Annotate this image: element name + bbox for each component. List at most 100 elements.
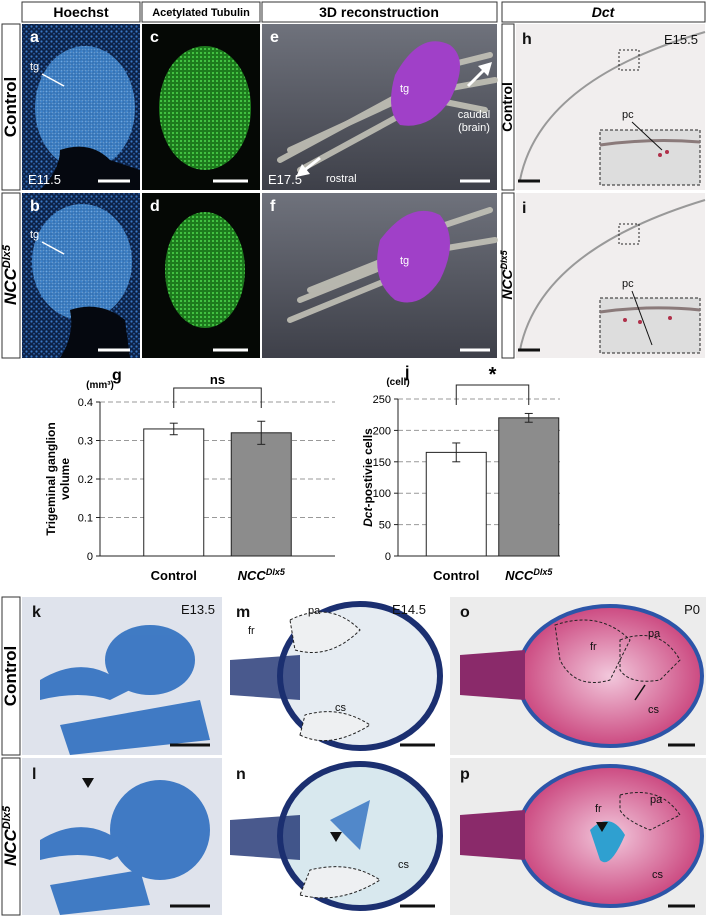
panel-h: h E15.5 pc bbox=[516, 24, 706, 190]
row-label: NCCDlx5 bbox=[1, 805, 20, 866]
significance-bracket bbox=[173, 387, 262, 408]
panel-label: pc bbox=[622, 109, 634, 121]
panel-letter: a bbox=[30, 29, 39, 46]
y-tick-label: 100 bbox=[373, 488, 391, 500]
axis-unit: (mm³) bbox=[86, 380, 114, 391]
y-tick-label: 0 bbox=[385, 551, 391, 563]
row-label-base: NCC bbox=[499, 268, 515, 299]
header-box bbox=[21, 1, 141, 23]
y-tick-label: 250 bbox=[373, 394, 391, 406]
header-box bbox=[261, 1, 498, 23]
panel-n: n cs bbox=[226, 758, 446, 915]
panel-k: k E13.5 bbox=[22, 597, 222, 755]
row-label: NCCDlx5 bbox=[499, 249, 515, 299]
x-tick-label: Control bbox=[433, 568, 479, 583]
y-tick-label: 0.4 bbox=[78, 397, 93, 409]
x-tick-label-sup: Dlx5 bbox=[266, 567, 286, 577]
error-bar bbox=[169, 422, 178, 436]
panel-b: b tg bbox=[22, 193, 140, 358]
panel-l: l bbox=[22, 758, 222, 915]
panel-letter: k bbox=[32, 604, 41, 621]
x-tick-label: Control bbox=[151, 568, 197, 583]
panel-label: pa bbox=[648, 628, 661, 640]
row-label-box bbox=[501, 192, 515, 359]
panel-i: i pc bbox=[516, 193, 706, 358]
y-tick-label: 0.2 bbox=[78, 474, 93, 486]
significance-label: ns bbox=[210, 372, 225, 387]
panel-label: cs bbox=[648, 704, 660, 716]
row-label: NCCDlx5 bbox=[1, 244, 20, 305]
row-label-base: NCC bbox=[1, 267, 20, 305]
row-label: Control bbox=[499, 82, 515, 132]
panel-label: tg bbox=[400, 83, 409, 95]
significance-label: * bbox=[489, 364, 497, 386]
panel-letter: n bbox=[236, 766, 246, 783]
row-label-box bbox=[1, 192, 21, 359]
bar bbox=[498, 417, 560, 557]
panel-letter: i bbox=[522, 200, 526, 217]
column-header: Acetylated Tubulin bbox=[152, 7, 250, 19]
axis-unit: (cell) bbox=[386, 377, 409, 388]
row-label-box bbox=[1, 596, 21, 756]
bar bbox=[425, 451, 487, 557]
row-label-box bbox=[501, 23, 515, 191]
y-axis-label-text: -postivie cells bbox=[361, 428, 375, 508]
y-tick-label: 0.1 bbox=[78, 513, 93, 525]
row-label: Control bbox=[1, 646, 20, 706]
error-bar bbox=[524, 412, 533, 423]
panel-letter: c bbox=[150, 29, 159, 46]
column-header: Dct bbox=[592, 4, 616, 20]
bar-chart: j(cell) 0 50 100 150 200 250 Dct-postivie cells… bbox=[361, 364, 560, 583]
x-tick-label-base: NCC bbox=[238, 568, 267, 583]
panel-label: fr bbox=[590, 641, 597, 653]
panel-letter: p bbox=[460, 766, 470, 783]
panel-label: pc bbox=[622, 278, 634, 290]
panel-label: E17.5 bbox=[268, 172, 302, 187]
x-tick-label-base: NCC bbox=[505, 568, 534, 583]
panel-label: P0 bbox=[684, 602, 700, 617]
panel-d: d bbox=[142, 193, 260, 358]
panel-p: p fr pa cs bbox=[450, 758, 706, 915]
row-label-sup: Dlx5 bbox=[1, 805, 13, 829]
panel-label: cs bbox=[652, 869, 664, 881]
bar-chart: g(mm³) 0 0.1 0.2 0.3 0.4 Trigeminal ganglion vo… bbox=[44, 367, 335, 583]
panel-letter: g bbox=[112, 367, 122, 384]
error-bar bbox=[257, 420, 266, 445]
header-box bbox=[501, 1, 706, 23]
panel-a: a tg E11.5 bbox=[22, 24, 140, 190]
row-label-sup: Dlx5 bbox=[499, 249, 509, 269]
error-bar bbox=[452, 442, 461, 463]
panel-label: E15.5 bbox=[664, 32, 698, 47]
panel-letter: h bbox=[522, 31, 532, 48]
header-box bbox=[141, 1, 261, 23]
bar bbox=[230, 432, 292, 557]
panel-label: E14.5 bbox=[392, 602, 426, 617]
y-axis-label-italic: Dct bbox=[361, 507, 375, 527]
panel-letter: o bbox=[460, 604, 470, 621]
panel-label: tg bbox=[30, 61, 39, 73]
panel-letter: b bbox=[30, 198, 40, 215]
panel-c: c bbox=[142, 24, 260, 190]
panel-letter: l bbox=[32, 766, 36, 783]
panel-letter: d bbox=[150, 198, 160, 215]
panel-o: o P0 fr pa cs bbox=[450, 597, 706, 755]
y-tick-label: 0.3 bbox=[78, 436, 93, 448]
panel-label: E11.5 bbox=[28, 172, 61, 187]
row-label-sup: Dlx5 bbox=[1, 244, 13, 268]
panel-label: fr bbox=[595, 803, 602, 815]
panel-label: pa bbox=[308, 605, 321, 617]
y-tick-label: 200 bbox=[373, 425, 391, 437]
panel-label: E13.5 bbox=[181, 602, 215, 617]
row-label: Control bbox=[1, 77, 20, 137]
panel-f: f tg bbox=[262, 193, 498, 358]
y-axis-label: Trigeminal ganglion bbox=[44, 422, 58, 535]
row-label-base: NCC bbox=[1, 828, 20, 866]
panel-label: pa bbox=[650, 794, 663, 806]
y-tick-label: 0 bbox=[87, 551, 93, 563]
panel-label: rostral bbox=[326, 173, 357, 185]
x-tick-label: NCCDlx5 bbox=[238, 567, 286, 583]
y-tick-label: 150 bbox=[373, 457, 391, 469]
panel-label: tg bbox=[400, 255, 409, 267]
panel-label: tg bbox=[30, 229, 39, 241]
